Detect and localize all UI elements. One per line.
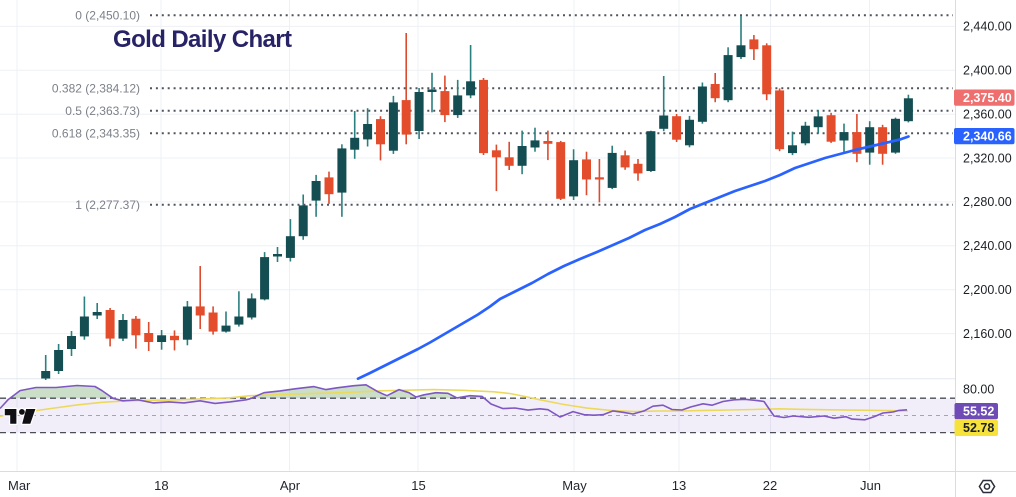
svg-text:2,280.00: 2,280.00 [963, 195, 1012, 209]
svg-text:2,375.40: 2,375.40 [963, 91, 1012, 105]
svg-text:May: May [562, 478, 587, 493]
svg-text:2,360.00: 2,360.00 [963, 108, 1012, 122]
svg-text:2,240.00: 2,240.00 [963, 239, 1012, 253]
svg-text:55.52: 55.52 [963, 405, 994, 419]
svg-text:15: 15 [411, 478, 425, 493]
svg-text:0.5 (2,363.73): 0.5 (2,363.73) [65, 104, 140, 118]
svg-text:Apr: Apr [280, 478, 301, 493]
svg-text:1 (2,277.37): 1 (2,277.37) [75, 198, 140, 212]
svg-text:13: 13 [672, 478, 686, 493]
svg-text:0.618 (2,343.35): 0.618 (2,343.35) [52, 127, 140, 141]
svg-text:0.382 (2,384.12): 0.382 (2,384.12) [52, 82, 140, 96]
svg-text:52.78: 52.78 [963, 421, 994, 435]
svg-text:2,320.00: 2,320.00 [963, 151, 1012, 165]
svg-text:Gold Daily Chart: Gold Daily Chart [113, 26, 292, 53]
svg-text:2,160.00: 2,160.00 [963, 327, 1012, 341]
svg-text:Mar: Mar [8, 478, 31, 493]
svg-text:2,200.00: 2,200.00 [963, 283, 1012, 297]
svg-text:22: 22 [763, 478, 777, 493]
svg-text:2,440.00: 2,440.00 [963, 20, 1012, 34]
svg-text:18: 18 [154, 478, 168, 493]
svg-text:2,340.66: 2,340.66 [963, 130, 1012, 144]
svg-text:2,400.00: 2,400.00 [963, 64, 1012, 78]
svg-text:80.00: 80.00 [963, 382, 994, 396]
svg-text:Jun: Jun [860, 478, 881, 493]
svg-text:0 (2,450.10): 0 (2,450.10) [75, 9, 140, 23]
